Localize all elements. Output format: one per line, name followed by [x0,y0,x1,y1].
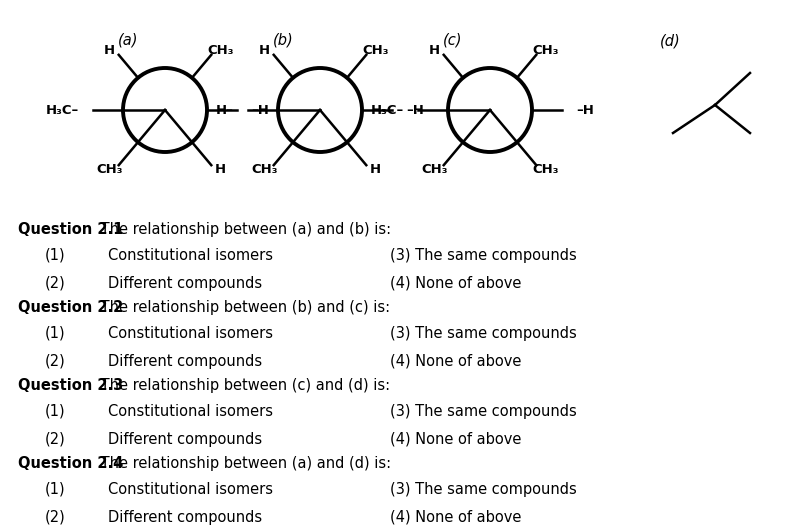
Text: (4) None of above: (4) None of above [390,432,522,447]
Text: (1): (1) [45,404,65,419]
Text: CH₃: CH₃ [421,163,448,176]
Text: H: H [259,44,271,57]
Text: (d): (d) [660,33,681,48]
Text: Different compounds: Different compounds [108,276,262,291]
Text: (2): (2) [45,354,65,369]
Text: H: H [370,163,381,176]
Text: CH₃: CH₃ [532,163,559,176]
Text: –H: –H [406,103,424,117]
Text: Question 2.1: Question 2.1 [18,222,123,237]
Text: CH₃: CH₃ [532,44,559,57]
Text: –H: –H [251,103,269,117]
Text: Constitutional isomers: Constitutional isomers [108,482,273,497]
Text: (1): (1) [45,326,65,341]
Text: (3) The same compounds: (3) The same compounds [390,248,577,263]
Text: (3) The same compounds: (3) The same compounds [390,404,577,419]
Text: H: H [429,44,440,57]
Text: (1): (1) [45,482,65,497]
Text: CH₃: CH₃ [362,44,388,57]
Text: Constitutional isomers: Constitutional isomers [108,404,273,419]
Text: (4) None of above: (4) None of above [390,354,522,369]
Text: Different compounds: Different compounds [108,354,262,369]
Text: (2): (2) [45,510,65,525]
Text: (4) None of above: (4) None of above [390,510,522,525]
Text: H₃C–: H₃C– [371,103,404,117]
Text: H: H [215,163,226,176]
Text: Question 2.4: Question 2.4 [18,456,123,471]
Text: (1): (1) [45,248,65,263]
Text: Constitutional isomers: Constitutional isomers [108,326,273,341]
Text: Constitutional isomers: Constitutional isomers [108,248,273,263]
Text: (3) The same compounds: (3) The same compounds [390,326,577,341]
Text: The relationship between (a) and (b) is:: The relationship between (a) and (b) is: [96,222,391,237]
Text: (4) None of above: (4) None of above [390,276,522,291]
Text: Different compounds: Different compounds [108,510,262,525]
Text: The relationship between (c) and (d) is:: The relationship between (c) and (d) is: [96,378,390,393]
Text: (b): (b) [273,33,294,47]
Text: The relationship between (b) and (c) is:: The relationship between (b) and (c) is: [96,300,390,315]
Text: The relationship between (a) and (d) is:: The relationship between (a) and (d) is: [96,456,391,471]
Text: (2): (2) [45,432,65,447]
Text: Question 2.3: Question 2.3 [18,378,123,393]
Text: (a): (a) [118,33,139,47]
Text: CH₃: CH₃ [252,163,278,176]
Text: H–: H– [216,103,234,117]
Text: (c): (c) [443,33,462,47]
Text: Different compounds: Different compounds [108,432,262,447]
Text: CH₃: CH₃ [207,44,234,57]
Text: –H: –H [576,103,594,117]
Text: (2): (2) [45,276,65,291]
Text: H: H [104,44,115,57]
Text: Question 2.2: Question 2.2 [18,300,123,315]
Text: (3) The same compounds: (3) The same compounds [390,482,577,497]
Text: CH₃: CH₃ [96,163,123,176]
Text: H₃C–: H₃C– [46,103,79,117]
